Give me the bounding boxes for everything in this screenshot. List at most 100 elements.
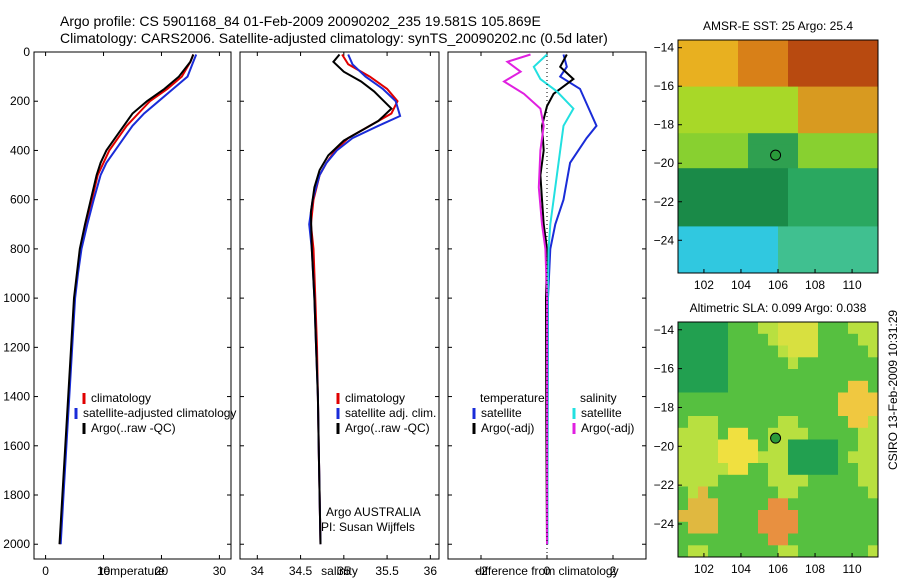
altimetric-sla-map-cell: [828, 404, 839, 417]
amsr-sst-map-cell: [748, 238, 759, 251]
altimetric-sla-map-cell: [788, 392, 799, 405]
amsr-sst-map-cell: [748, 156, 759, 169]
amsr-sst-map-cell: [818, 179, 829, 192]
altimetric-sla-map-cell: [688, 333, 699, 346]
amsr-sst-map-cell: [758, 238, 769, 251]
amsr-sst-map-cell: [708, 98, 719, 111]
altimetric-sla-map-cell: [828, 322, 839, 335]
amsr-sst-map-cell: [738, 75, 749, 88]
amsr-sst-map-cell: [858, 156, 869, 169]
amsr-sst-map-cell: [808, 40, 819, 53]
amsr-sst-map-cell: [818, 98, 829, 111]
figure-title-line1: Argo profile: CS 5901168_84 01-Feb-2009 …: [60, 13, 541, 29]
altimetric-sla-map-cell: [778, 416, 789, 429]
amsr-sst-map-cell: [828, 238, 839, 251]
amsr-sst-map-cell: [728, 144, 739, 157]
altimetric-sla-map-cell: [738, 404, 749, 417]
altimetric-sla-map-cell: [818, 333, 829, 346]
altimetric-sla-map-cell: [848, 357, 859, 370]
altimetric-sla-map-cell: [798, 498, 809, 511]
amsr-sst-map-cell: [678, 214, 689, 227]
altimetric-sla-map-cell: [798, 427, 809, 440]
altimetric-sla-map-cell: [728, 345, 739, 358]
altimetric-sla-map-cell: [698, 380, 709, 393]
amsr-sst-map-cell: [788, 98, 799, 111]
salinity-profile-xtick-label: 35: [337, 564, 351, 578]
amsr-sst-map-cell: [768, 203, 779, 216]
altimetric-sla-map-cell: [758, 545, 769, 558]
altimetric-sla-map-cell: [788, 498, 799, 511]
amsr-sst-map-cell: [818, 51, 829, 64]
temperature-profile-xlabel: temperature: [100, 564, 165, 578]
altimetric-sla-map-cell: [868, 380, 879, 393]
altimetric-sla-map-cell: [788, 486, 799, 499]
amsr-sst-map-xtick-label: 106: [768, 278, 788, 292]
altimetric-sla-map-cell: [868, 322, 879, 335]
amsr-sst-map-ytick-label: −24: [654, 233, 675, 247]
amsr-sst-map-cell: [678, 63, 689, 76]
altimetric-sla-map-cell: [688, 369, 699, 382]
amsr-sst-map-cell: [858, 214, 869, 227]
amsr-sst-map-cell: [718, 121, 729, 134]
altimetric-sla-map-xtick-label: 102: [694, 562, 714, 576]
altimetric-sla-map-cell: [768, 463, 779, 476]
altimetric-sla-map-cell: [748, 369, 759, 382]
amsr-sst-map-cell: [718, 40, 729, 53]
diff-legend-temperature-title: temperature: [480, 391, 545, 405]
amsr-sst-map-cell: [758, 109, 769, 122]
altimetric-sla-map-cell: [858, 521, 869, 534]
altimetric-sla-map-cell: [708, 545, 719, 558]
altimetric-sla-map-cell: [708, 392, 719, 405]
amsr-sst-map-cell: [808, 226, 819, 239]
amsr-sst-map-cell: [718, 63, 729, 76]
altimetric-sla-map-cell: [778, 498, 789, 511]
amsr-sst-map-cell: [788, 168, 799, 181]
altimetric-sla-map-cell: [808, 427, 819, 440]
altimetric-sla-map-cell: [688, 498, 699, 511]
amsr-sst-map-xtick-label: 104: [731, 278, 751, 292]
amsr-sst-map-cell: [708, 226, 719, 239]
altimetric-sla-map-cell: [708, 510, 719, 523]
altimetric-sla-map-cell: [858, 474, 869, 487]
altimetric-sla-map-cell: [738, 322, 749, 335]
amsr-sst-map-cell: [798, 144, 809, 157]
amsr-sst-map-cell: [788, 63, 799, 76]
altimetric-sla-map-cell: [688, 357, 699, 370]
altimetric-sla-map-cell: [738, 533, 749, 546]
amsr-sst-map-cell: [738, 51, 749, 64]
altimetric-sla-map-cell: [768, 380, 779, 393]
salinity-profile-series-line: [309, 53, 393, 545]
amsr-sst-map-cell: [718, 133, 729, 146]
difference-profile-series-line: [532, 53, 575, 545]
altimetric-sla-map-cell: [748, 510, 759, 523]
amsr-sst-map-cell: [688, 109, 699, 122]
amsr-sst-map-cell: [738, 109, 749, 122]
amsr-sst-map-cell: [708, 133, 719, 146]
amsr-sst-map-cell: [758, 179, 769, 192]
altimetric-sla-map-cell: [728, 533, 739, 546]
amsr-sst-map-cell: [738, 214, 749, 227]
altimetric-sla-map-cell: [788, 333, 799, 346]
amsr-sst-map-cell: [858, 133, 869, 146]
altimetric-sla-map-cell: [728, 498, 739, 511]
altimetric-sla-map-cell: [808, 392, 819, 405]
amsr-sst-map-cell: [868, 238, 879, 251]
amsr-sst-map-cell: [818, 191, 829, 204]
altimetric-sla-map-cell: [688, 380, 699, 393]
altimetric-sla-map-cell: [748, 427, 759, 440]
amsr-sst-map-cell: [848, 179, 859, 192]
altimetric-sla-map-cell: [688, 510, 699, 523]
amsr-sst-map-cell: [708, 249, 719, 262]
altimetric-sla-map-cell: [708, 486, 719, 499]
amsr-sst-map-cell: [828, 133, 839, 146]
amsr-sst-map-cell: [738, 98, 749, 111]
amsr-sst-map-cell: [778, 98, 789, 111]
amsr-sst-map-cell: [838, 133, 849, 146]
amsr-sst-map-cell: [868, 261, 879, 274]
altimetric-sla-map-cell: [678, 439, 689, 452]
difference-profile-xtick-label: −2: [474, 564, 488, 578]
altimetric-sla-map-cell: [848, 486, 859, 499]
amsr-sst-map-cell: [678, 238, 689, 251]
altimetric-sla-map-cell: [708, 439, 719, 452]
altimetric-sla-map-cell: [858, 380, 869, 393]
